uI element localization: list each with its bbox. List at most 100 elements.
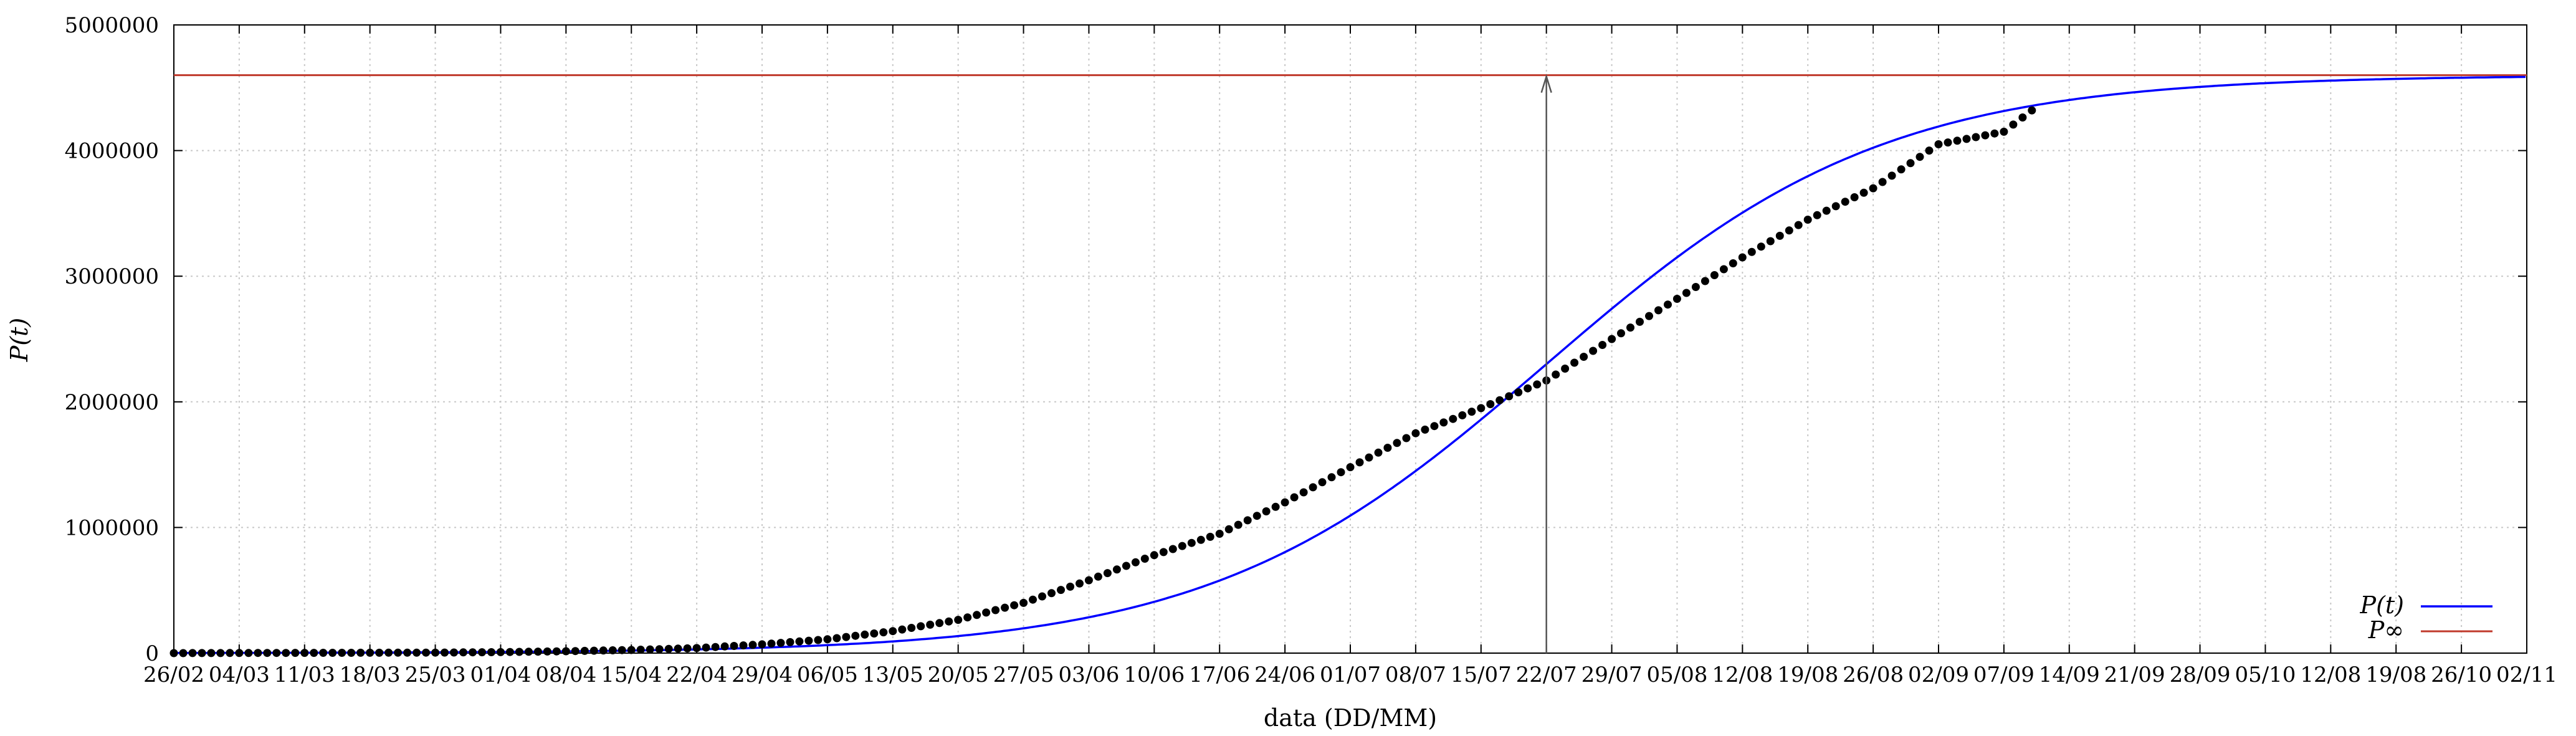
data-point	[533, 648, 542, 656]
data-point	[1281, 498, 1289, 507]
data-point	[524, 648, 533, 656]
x-tick-label: 02/09	[1908, 662, 1969, 687]
data-point	[1672, 295, 1681, 303]
data-point	[188, 649, 197, 657]
data-point	[1775, 231, 1784, 240]
data-point	[366, 648, 374, 657]
x-tick-label: 04/03	[209, 662, 270, 687]
data-point	[1533, 380, 1542, 389]
data-point	[599, 646, 608, 655]
data-point	[692, 644, 701, 652]
data-point	[1822, 206, 1831, 215]
data-point	[1850, 193, 1859, 201]
data-point	[2018, 113, 2027, 122]
data-point	[179, 649, 188, 657]
data-point	[1645, 312, 1653, 320]
data-point	[618, 646, 626, 654]
data-point	[431, 648, 440, 657]
data-point	[356, 648, 365, 657]
data-point	[1729, 259, 1737, 267]
data-point	[561, 647, 570, 656]
data-point	[2009, 120, 2018, 129]
data-point	[870, 629, 879, 638]
x-tick-label: 05/10	[2235, 662, 2296, 687]
data-point	[1766, 237, 1775, 246]
data-point	[730, 642, 738, 650]
data-point	[1122, 562, 1130, 570]
data-point	[1215, 530, 1224, 538]
data-point	[1887, 171, 1896, 180]
data-point	[608, 646, 617, 654]
data-point	[1580, 353, 1588, 361]
x-tick-label: 21/09	[2104, 662, 2165, 687]
data-point	[823, 635, 832, 644]
data-point	[198, 649, 206, 657]
x-axis-ticks: 26/02 04/03 11/03 18/03 25/03 01/04 08/04 15/04…	[143, 25, 2557, 687]
data-point	[515, 648, 523, 656]
data-point	[1271, 502, 1280, 511]
data-point	[973, 611, 981, 619]
data-point	[1206, 532, 1214, 541]
data-point	[1383, 444, 1392, 452]
data-point	[338, 649, 346, 657]
x-tick-label: 29/07	[1581, 662, 1643, 687]
data-point	[1925, 146, 1934, 155]
x-tick-label: 05/08	[1646, 662, 1707, 687]
x-tick-label: 06/05	[797, 662, 858, 687]
data-point	[347, 649, 356, 657]
data-point	[1467, 408, 1476, 416]
data-point	[1654, 306, 1662, 315]
data-point	[1029, 595, 1037, 604]
x-tick-label: 24/06	[1254, 662, 1315, 687]
x-tick-label: 11/03	[274, 662, 335, 687]
x-tick-label: 12/08	[2300, 662, 2361, 687]
x-tick-label: 07/09	[1973, 662, 2035, 687]
data-point	[1309, 483, 1317, 492]
data-point	[720, 642, 729, 651]
data-point	[1598, 341, 1607, 349]
data-point	[1869, 184, 1877, 193]
x-tick-label: 19/08	[1777, 662, 1838, 687]
data-point	[898, 625, 907, 634]
data-point	[1477, 404, 1486, 413]
x-tick-label: 12/08	[1712, 662, 1773, 687]
data-point	[1710, 271, 1719, 279]
data-point	[1990, 129, 1999, 138]
data-point	[1411, 429, 1420, 437]
data-point	[1076, 579, 1084, 588]
x-tick-label: 03/06	[1058, 662, 1119, 687]
data-point	[282, 649, 290, 657]
data-point	[814, 636, 823, 644]
data-point	[1691, 283, 1700, 291]
x-tick-label: 20/05	[928, 662, 989, 687]
data-point	[786, 638, 794, 646]
data-point	[1224, 525, 1233, 533]
data-point	[1187, 538, 1196, 547]
data-point	[469, 648, 477, 657]
data-point	[394, 648, 403, 657]
x-tick-label: 01/07	[1320, 662, 1381, 687]
observed-points	[169, 106, 2036, 657]
data-point	[795, 637, 804, 646]
data-point	[748, 641, 757, 649]
data-point	[1738, 253, 1747, 262]
data-point	[1570, 358, 1579, 367]
data-point	[1794, 221, 1803, 229]
y-tick-label: 3000000	[65, 264, 159, 289]
data-point	[1813, 211, 1821, 219]
data-point	[1719, 265, 1728, 274]
data-point	[1617, 329, 1625, 338]
fit-curve	[174, 75, 2526, 654]
data-point	[842, 633, 851, 641]
data-point	[272, 649, 281, 657]
data-point	[1514, 388, 1523, 396]
data-point	[804, 636, 813, 645]
data-point	[861, 630, 869, 639]
data-point	[496, 648, 505, 656]
data-point	[1327, 473, 1336, 482]
x-tick-label: 08/04	[535, 662, 596, 687]
data-point	[1915, 153, 1924, 161]
legend: P(t) P∞	[2360, 591, 2493, 644]
data-point	[1374, 448, 1383, 457]
data-point	[1178, 542, 1186, 550]
